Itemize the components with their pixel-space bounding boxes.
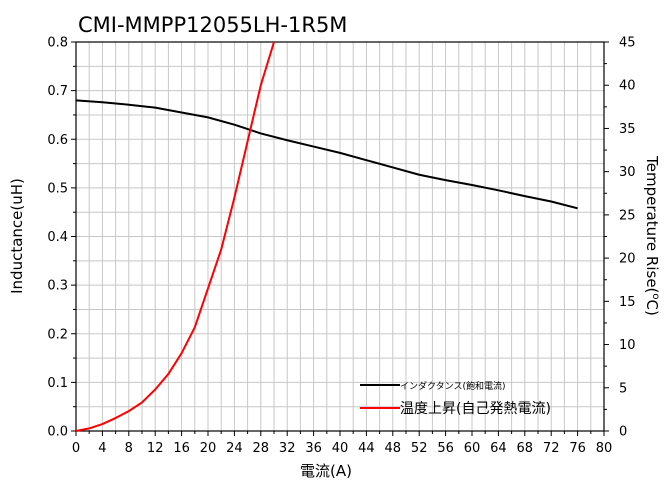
y2-tick-label: 5 — [619, 381, 627, 396]
x-tick-label: 12 — [147, 441, 164, 456]
x-tick-label: 56 — [437, 441, 454, 456]
chart-title: CMI-MMPP12055LH-1R5M — [78, 13, 347, 37]
y2-tick-label: 35 — [619, 122, 636, 137]
legend-label-temperature: 温度上昇(自己発熱電流) — [400, 401, 551, 417]
y2-axis-title: Temperature Rise(oC) — [643, 155, 661, 316]
x-tick-label: 80 — [596, 441, 613, 456]
y-axis-right: 0 5 10 15 20 25 30 35 40 45 — [604, 36, 636, 440]
x-tick-label: 20 — [200, 441, 217, 456]
x-tick-label: 44 — [358, 441, 375, 456]
legend-label-inductance: インダクタンス(飽和電流) — [400, 380, 505, 392]
y2-tick-label: 0 — [619, 425, 627, 440]
legend: インダクタンス(飽和電流) 温度上昇(自己発熱電流) — [360, 380, 551, 417]
y2-tick-label: 25 — [619, 208, 636, 223]
y2-axis-title-end: C) — [643, 300, 661, 316]
x-tick-label: 40 — [332, 441, 349, 456]
y-axis-title: Inductance(uH) — [8, 178, 26, 294]
series-line-temperature-rise — [75, 41, 275, 432]
x-tick-label: 76 — [569, 441, 586, 456]
y2-tick-label: 30 — [619, 165, 636, 180]
x-tick-label: 8 — [125, 441, 133, 456]
x-tick-label: 16 — [173, 441, 190, 456]
y-tick-label: 0.2 — [47, 327, 68, 342]
y2-tick-label: 10 — [619, 338, 636, 353]
x-tick-label: 32 — [279, 441, 296, 456]
grid — [75, 41, 605, 432]
y2-tick-label: 45 — [619, 36, 636, 51]
y2-tick-label: 40 — [619, 79, 636, 94]
y2-axis-title-main: Temperature Rise( — [643, 155, 661, 293]
y-tick-label: 0.1 — [47, 376, 68, 391]
x-tick-label: 0 — [72, 441, 80, 456]
y2-tick-label: 20 — [619, 252, 636, 267]
y-tick-label: 0.8 — [47, 36, 68, 51]
y-tick-label: 0.6 — [47, 133, 68, 148]
y2-axis-title-degree: o — [650, 293, 661, 299]
x-tick-label: 24 — [226, 441, 243, 456]
series-line-inductance — [75, 99, 578, 210]
y-tick-label: 0.0 — [47, 425, 68, 440]
x-tick-label: 48 — [385, 441, 402, 456]
x-tick-label: 68 — [517, 441, 534, 456]
y-axis-left: 0.0 0.1 0.2 0.3 0.4 0.5 0.6 0.7 0.8 — [47, 36, 76, 440]
x-tick-label: 36 — [305, 441, 322, 456]
x-axis-title: 電流(A) — [300, 462, 352, 480]
x-tick-label: 64 — [490, 441, 507, 456]
series-lines — [75, 41, 578, 432]
y-tick-label: 0.4 — [47, 230, 68, 245]
x-tick-label: 60 — [464, 441, 481, 456]
x-tick-label: 28 — [253, 441, 270, 456]
y-tick-label: 0.7 — [47, 84, 68, 99]
y-tick-label: 0.3 — [47, 279, 68, 294]
x-tick-label: 4 — [98, 441, 106, 456]
y2-tick-label: 15 — [619, 295, 636, 310]
x-tick-label: 52 — [411, 441, 428, 456]
x-axis: 0 4 8 12 16 20 24 28 32 36 40 44 48 52 56 60 64 68 72 76 80 — [72, 431, 612, 456]
x-tick-label: 72 — [543, 441, 560, 456]
y-tick-label: 0.5 — [47, 181, 68, 196]
